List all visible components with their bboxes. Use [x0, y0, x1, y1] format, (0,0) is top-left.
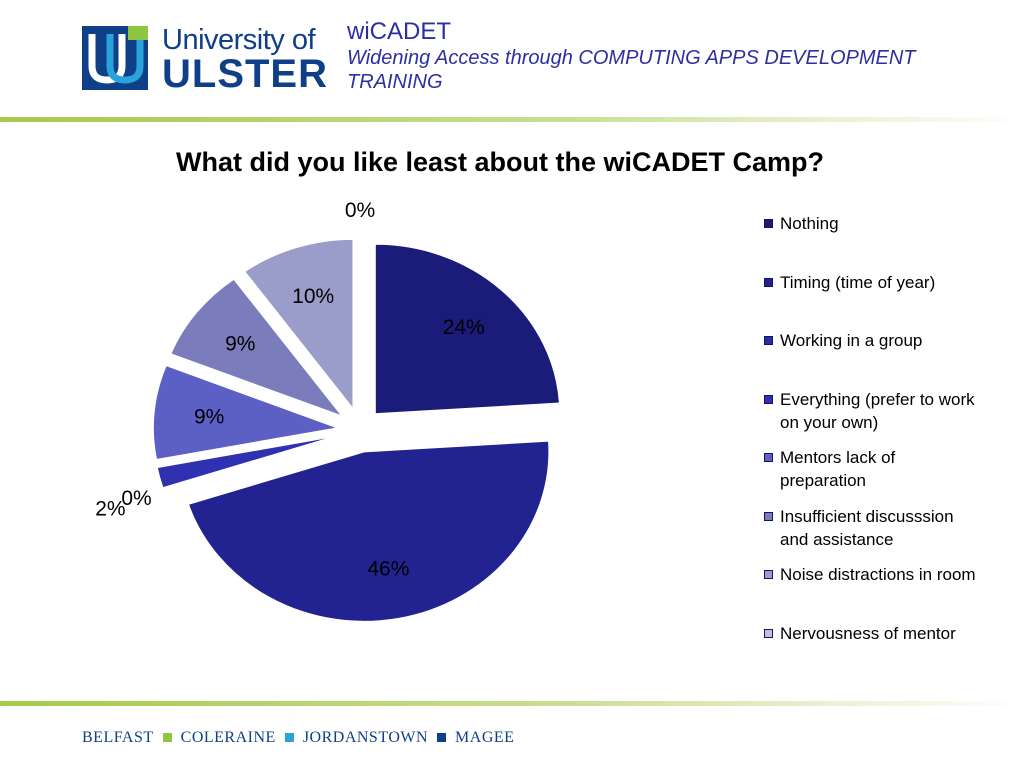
uu-logo-mark-icon — [82, 26, 148, 90]
separator-square-icon — [162, 732, 172, 742]
data-label-timing-time-of-year: 46% — [367, 558, 409, 581]
legend-label: Nervousness of mentor — [780, 623, 956, 643]
data-label-insufficient-discusssion-and-assistance: 9% — [225, 333, 255, 356]
data-label-nothing: 24% — [443, 316, 485, 339]
legend-label: Everything (prefer to work on your own) — [780, 389, 975, 432]
logo-text-ulster: ULSTER — [162, 52, 328, 96]
legend-label: Mentors lack of preparation — [780, 448, 896, 490]
data-label-everything-prefer-to-work-on-your-own: 2% — [95, 498, 125, 521]
data-label-nervousness-of-mentor: 0% — [345, 199, 375, 222]
header-subtitle: Widening Access through COMPUTING APPS D… — [347, 47, 916, 93]
top-divider — [0, 117, 1024, 122]
legend-label: Noise distractions in room — [780, 565, 976, 584]
slice-nothing — [374, 243, 561, 415]
campus-coleraine: COLERAINE — [180, 729, 276, 746]
legend-swatch-icon — [764, 453, 773, 462]
legend-label: Timing (time of year) — [780, 272, 936, 292]
legend-label: Insufficient discusssion and assistance — [780, 506, 954, 549]
legend-swatch-icon — [764, 570, 773, 579]
slice-timing-time-of-year — [187, 440, 550, 623]
separator-square-icon — [284, 732, 294, 742]
slice-everything-prefer-to-work-on-your-own — [156, 434, 339, 489]
separator-square-icon — [437, 732, 447, 742]
slice-noise-distractions-in-room — [243, 238, 354, 412]
legend-swatch-icon — [764, 628, 773, 638]
campus-belfast: BELFAST — [82, 729, 154, 746]
legend-swatch-icon — [764, 219, 773, 228]
campus-footer: BELFAST COLERAINE JORDANSTOWN MAGEE — [82, 729, 514, 749]
slice-insufficient-discusssion-and-assistance — [169, 277, 345, 419]
slice-mentors-lack-of-preparation — [152, 364, 341, 461]
legend-label: Working in a group — [780, 331, 923, 350]
bottom-divider — [0, 701, 1024, 706]
data-label-mentors-lack-of-preparation: 9% — [194, 406, 224, 429]
legend-label: Nothing — [780, 214, 839, 233]
legend-swatch-icon — [764, 336, 773, 345]
legend-swatch-icon — [764, 277, 773, 287]
data-label-working-in-a-group: 0% — [121, 487, 151, 510]
header: wiCADET Widening Access through COMPUTIN… — [347, 18, 1007, 94]
university-logo: University of ULSTER — [82, 22, 327, 96]
data-label-noise-distractions-in-room: 10% — [292, 285, 334, 308]
legend-swatch-icon — [764, 511, 773, 521]
campus-jordanstown: JORDANSTOWN — [302, 729, 429, 746]
header-title: wiCADET — [347, 18, 452, 45]
chart-title: What did you like least about the wiCADE… — [175, 147, 825, 177]
logo-text-university: University of — [162, 24, 316, 56]
campus-magee: MAGEE — [455, 729, 515, 746]
legend-swatch-icon — [764, 394, 773, 404]
